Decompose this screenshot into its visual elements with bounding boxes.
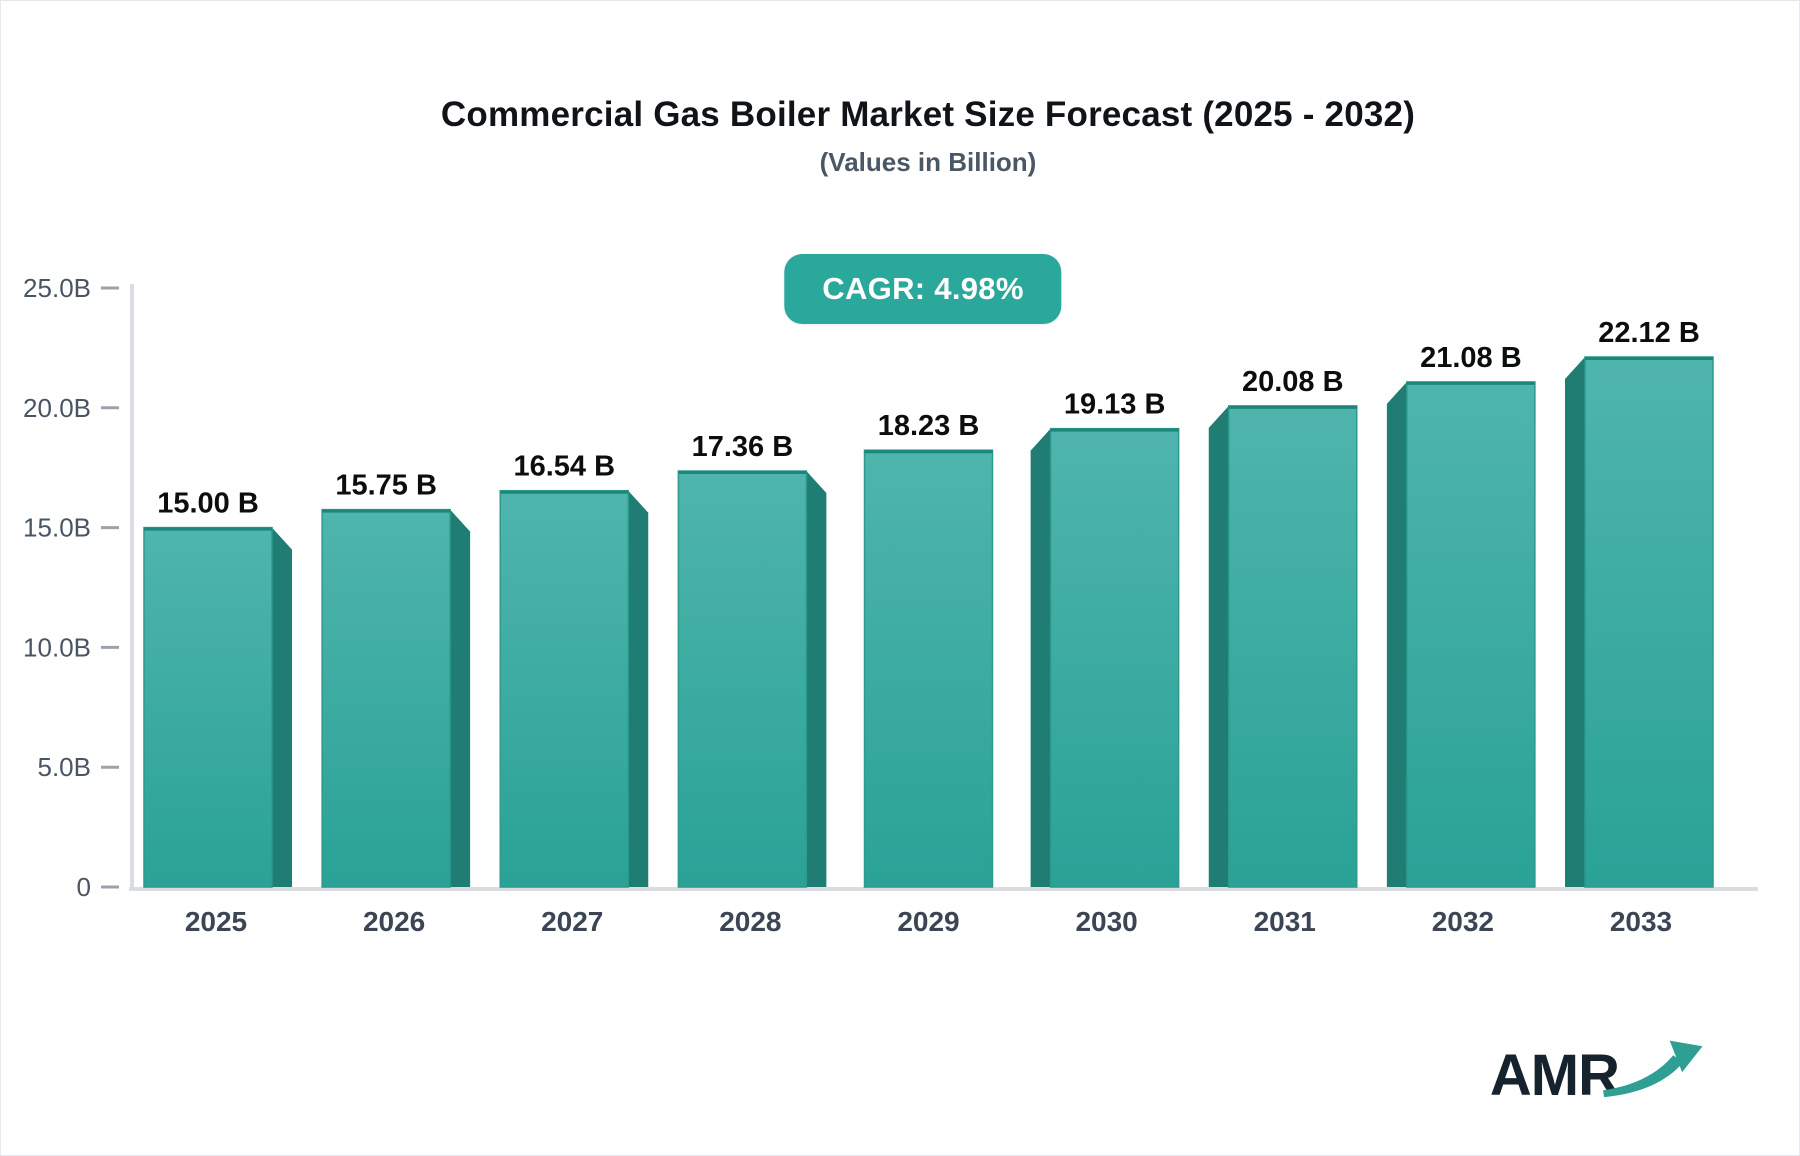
x-category-label: 2032 — [1432, 906, 1494, 937]
bar-face — [499, 489, 629, 888]
bar-2028 — [677, 470, 827, 888]
chart-title: Commercial Gas Boiler Market Size Foreca… — [440, 95, 1416, 134]
bar-2033 — [1565, 356, 1714, 888]
bar-value-label: 15.75 B — [335, 470, 437, 502]
bar-side-shadow — [806, 471, 827, 887]
bar-value-label: 20.08 B — [1242, 366, 1344, 398]
amr-logo: AMR — [1490, 1037, 1707, 1105]
y-tick-label: 20.0B — [23, 393, 91, 423]
x-category-label: 2025 — [185, 906, 247, 937]
y-tick-label: 5.0B — [38, 752, 92, 782]
bar-value-label: 16.54 B — [513, 451, 615, 483]
bar-face — [321, 508, 451, 888]
x-category-label: 2030 — [1075, 906, 1137, 937]
x-category-label: 2029 — [897, 906, 959, 937]
labels: 15.00 B 2025 15.75 B 2026 16.54 B 2027 17.36 B… — [157, 317, 1700, 937]
x-category-label: 2033 — [1610, 906, 1672, 937]
bar-2030 — [1030, 427, 1180, 888]
bar-face — [143, 526, 273, 888]
bar-face — [1049, 427, 1180, 888]
x-category-label: 2031 — [1254, 906, 1316, 937]
bar-side-shadow — [628, 490, 649, 887]
y-tick-label: 0 — [77, 872, 91, 902]
bar-2032 — [1386, 381, 1536, 888]
bar-value-label: 19.13 B — [1064, 389, 1166, 421]
bar-face — [863, 449, 994, 888]
chart-subtitle: (Values in Billion) — [819, 147, 1037, 177]
bar-2031 — [1208, 405, 1358, 888]
bar-face — [1584, 356, 1714, 888]
y-tick-label: 15.0B — [23, 513, 91, 543]
chart-header: Commercial Gas Boiler Market Size Foreca… — [1, 95, 1799, 178]
bar-value-label: 22.12 B — [1598, 317, 1700, 349]
cagr-badge: CAGR: 4.98% — [784, 254, 1062, 324]
bar-side-shadow — [1386, 381, 1407, 887]
bar-side-shadow — [1208, 405, 1229, 887]
bar-2027 — [499, 489, 649, 888]
growth-arrow-icon — [1603, 1040, 1703, 1098]
bar-2025 — [143, 526, 292, 888]
bar-value-label: 15.00 B — [157, 488, 259, 520]
bar-face — [1228, 405, 1358, 888]
bar-2026 — [321, 508, 471, 888]
x-category-label: 2026 — [363, 906, 425, 937]
bar-side-shadow — [1565, 357, 1585, 888]
bar-value-label: 21.08 B — [1420, 342, 1522, 374]
x-category-label: 2028 — [719, 906, 781, 937]
amr-logo-text: AMR — [1489, 1043, 1620, 1108]
y-tick-label: 10.0B — [23, 632, 91, 662]
bar-value-label: 17.36 B — [692, 431, 794, 463]
bar-face — [677, 470, 808, 888]
y-tick-label: 25.0B — [23, 273, 91, 303]
bar-face — [1406, 381, 1536, 888]
bar-side-shadow — [1030, 428, 1051, 887]
bar-value-label: 18.23 B — [878, 410, 980, 442]
bar-side-shadow — [272, 527, 292, 887]
axes: 0 5.0B 10.0B 15.0B 20.0B 25.0B — [23, 273, 1758, 902]
bar-side-shadow — [450, 509, 471, 887]
bar-2029 — [863, 449, 994, 888]
bars — [143, 356, 1714, 888]
x-category-label: 2027 — [541, 906, 603, 937]
